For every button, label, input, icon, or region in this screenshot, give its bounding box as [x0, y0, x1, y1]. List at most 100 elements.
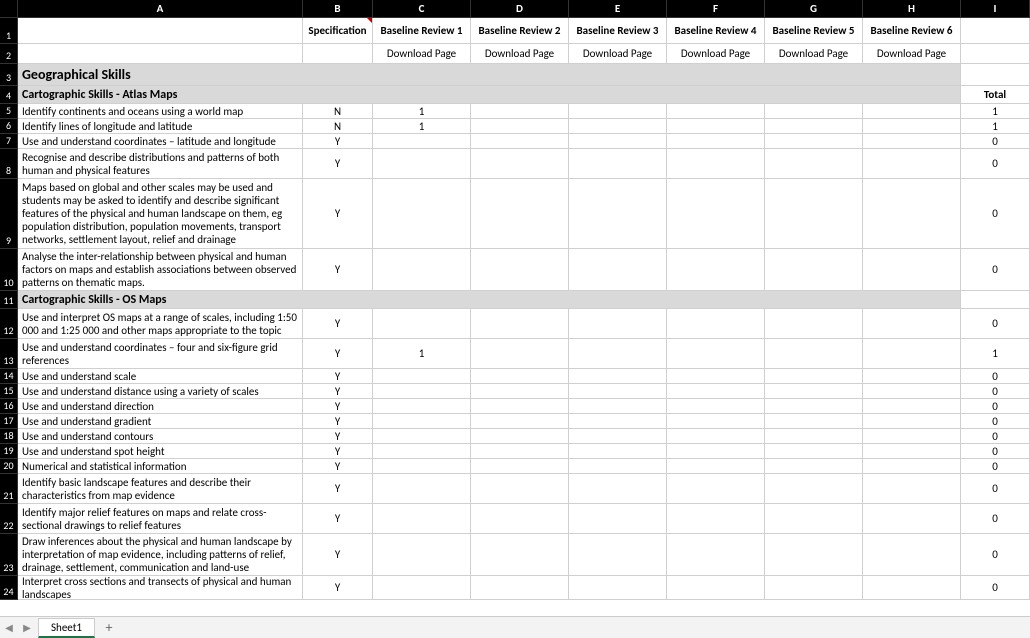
row-header-9[interactable]: 9	[0, 179, 18, 249]
review-value[interactable]	[667, 249, 765, 291]
specification-header[interactable]: Specification	[303, 18, 373, 44]
row-header-8[interactable]: 8	[0, 149, 18, 179]
review-value[interactable]	[373, 149, 471, 179]
total-value[interactable]: 1	[961, 339, 1030, 369]
total-value[interactable]: 0	[961, 429, 1030, 444]
row-header-15[interactable]: 15	[0, 384, 18, 399]
review-value[interactable]	[471, 339, 569, 369]
spec-value[interactable]: Y	[303, 399, 373, 414]
review-value[interactable]	[569, 104, 667, 119]
review-value[interactable]	[471, 149, 569, 179]
row-header-16[interactable]: 16	[0, 399, 18, 414]
sheet-tab[interactable]: Sheet1	[38, 618, 95, 638]
total-value[interactable]: 0	[961, 459, 1030, 474]
col-header-D[interactable]: D	[471, 0, 569, 18]
col-header-corner[interactable]	[0, 0, 18, 18]
review-value[interactable]	[569, 249, 667, 291]
section-header-geographical[interactable]: Geographical Skills	[18, 64, 961, 86]
review-value[interactable]	[569, 179, 667, 249]
baseline-review-header[interactable]: Baseline Review 5	[765, 18, 863, 44]
skill-description[interactable]: Draw inferences about the physical and h…	[18, 534, 303, 576]
total-value[interactable]: 0	[961, 134, 1030, 149]
tab-next[interactable]: ▶	[18, 621, 36, 634]
row-header-17[interactable]: 17	[0, 414, 18, 429]
total-value[interactable]: 0	[961, 474, 1030, 504]
row-header-7[interactable]: 7	[0, 134, 18, 149]
review-value[interactable]	[863, 149, 961, 179]
review-value[interactable]	[765, 444, 863, 459]
review-value[interactable]	[667, 459, 765, 474]
review-value[interactable]	[471, 414, 569, 429]
col-header-B[interactable]: B	[303, 0, 373, 18]
col-header-F[interactable]: F	[667, 0, 765, 18]
review-value[interactable]	[471, 459, 569, 474]
review-value[interactable]	[863, 429, 961, 444]
review-value[interactable]	[765, 104, 863, 119]
total-value[interactable]: 1	[961, 119, 1030, 134]
review-value[interactable]	[765, 119, 863, 134]
review-value[interactable]	[471, 504, 569, 534]
row-header-22[interactable]: 22	[0, 504, 18, 534]
review-value[interactable]	[765, 179, 863, 249]
spec-value[interactable]: N	[303, 104, 373, 119]
review-value[interactable]	[863, 104, 961, 119]
review-value[interactable]	[471, 249, 569, 291]
review-value[interactable]	[569, 339, 667, 369]
skill-description[interactable]: Use and understand coordinates – four an…	[18, 339, 303, 369]
review-value[interactable]	[765, 576, 863, 600]
row-header-2[interactable]: 2	[0, 44, 18, 64]
row-header-3[interactable]: 3	[0, 64, 18, 86]
review-value[interactable]	[667, 444, 765, 459]
row-header-5[interactable]: 5	[0, 104, 18, 119]
review-value[interactable]	[471, 119, 569, 134]
review-value[interactable]	[765, 309, 863, 339]
review-value[interactable]	[373, 309, 471, 339]
download-page-link[interactable]: Download Page	[765, 44, 863, 64]
review-value[interactable]	[373, 444, 471, 459]
review-value[interactable]	[765, 369, 863, 384]
review-value[interactable]: 1	[373, 339, 471, 369]
review-value[interactable]	[373, 576, 471, 600]
col-header-H[interactable]: H	[863, 0, 961, 18]
skill-description[interactable]: Identify basic landscape features and de…	[18, 474, 303, 504]
skill-description[interactable]: Use and interpret OS maps at a range of …	[18, 309, 303, 339]
row-header-14[interactable]: 14	[0, 369, 18, 384]
review-value[interactable]	[373, 504, 471, 534]
review-value[interactable]	[471, 534, 569, 576]
row-header-12[interactable]: 12	[0, 309, 18, 339]
review-value[interactable]	[863, 534, 961, 576]
skill-description[interactable]: Analyse the inter-relationship between p…	[18, 249, 303, 291]
review-value[interactable]	[569, 429, 667, 444]
review-value[interactable]	[667, 149, 765, 179]
spec-value[interactable]: Y	[303, 534, 373, 576]
review-value[interactable]	[373, 414, 471, 429]
review-value[interactable]: 1	[373, 119, 471, 134]
review-value[interactable]	[471, 444, 569, 459]
review-value[interactable]	[373, 179, 471, 249]
review-value[interactable]	[667, 104, 765, 119]
total-value[interactable]: 0	[961, 149, 1030, 179]
row-header-13[interactable]: 13	[0, 339, 18, 369]
review-value[interactable]	[667, 429, 765, 444]
review-value[interactable]	[373, 399, 471, 414]
total-value[interactable]: 0	[961, 249, 1030, 291]
review-value[interactable]	[471, 429, 569, 444]
total-value[interactable]: 1	[961, 104, 1030, 119]
spec-value[interactable]: Y	[303, 576, 373, 600]
review-value[interactable]	[863, 414, 961, 429]
review-value[interactable]	[569, 134, 667, 149]
cell-I11[interactable]	[961, 291, 1030, 309]
review-value[interactable]	[863, 249, 961, 291]
spec-value[interactable]: Y	[303, 414, 373, 429]
review-value[interactable]	[765, 134, 863, 149]
review-value[interactable]	[863, 576, 961, 600]
review-value[interactable]	[667, 369, 765, 384]
baseline-review-header[interactable]: Baseline Review 6	[863, 18, 961, 44]
review-value[interactable]	[765, 459, 863, 474]
cell-I3[interactable]	[961, 64, 1030, 86]
download-page-link[interactable]: Download Page	[667, 44, 765, 64]
spec-value[interactable]: Y	[303, 504, 373, 534]
total-header[interactable]: Total	[961, 86, 1030, 104]
spec-value[interactable]: Y	[303, 369, 373, 384]
review-value[interactable]	[471, 474, 569, 504]
